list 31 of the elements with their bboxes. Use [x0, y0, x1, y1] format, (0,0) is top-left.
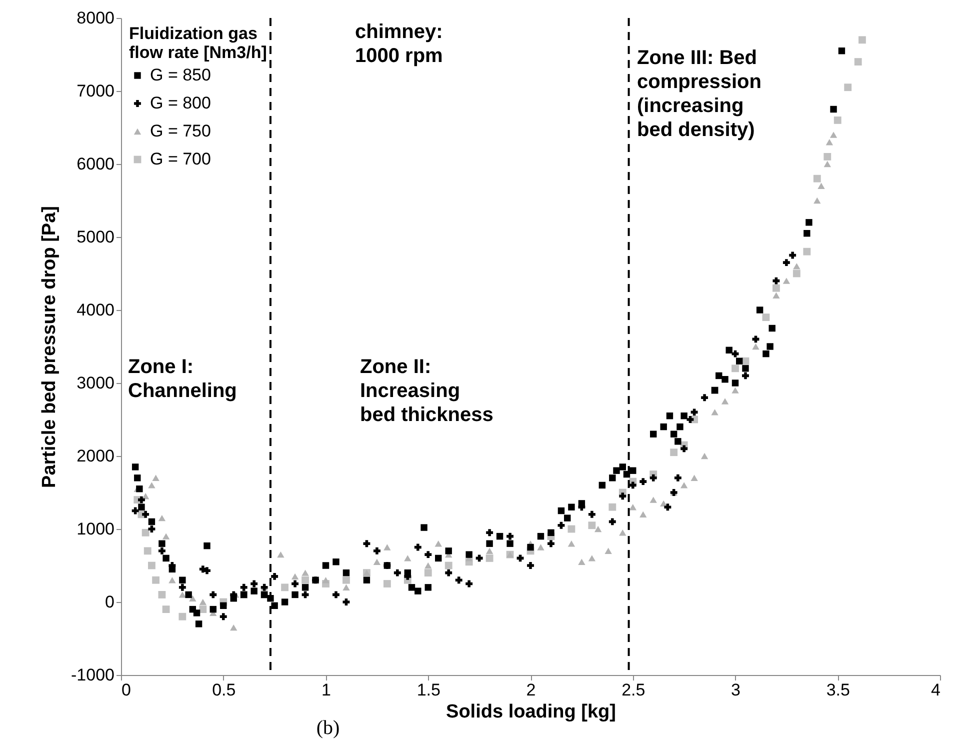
y-tick-label: 8000	[76, 8, 114, 28]
x-tick-label: 4	[931, 680, 940, 700]
x-tick-label: 0.5	[212, 680, 236, 700]
x-tick-label: 1	[322, 680, 331, 700]
y-tick-label: 3000	[76, 374, 114, 392]
y-axis-title: Particle bed pressure drop [Pa]	[39, 206, 60, 488]
x-tick-label: 0	[122, 680, 131, 700]
legend-label: G = 850	[150, 66, 211, 84]
y-tick-label: 2000	[76, 446, 114, 466]
x-tick-label: 2	[526, 680, 536, 700]
legend-label: G = 750	[150, 122, 211, 140]
legend-label: G = 800	[150, 94, 211, 112]
y-tick-label: 5000	[76, 228, 114, 246]
y-tick-label: 1000	[76, 520, 114, 538]
annotation: Zone II: Increasing bed thickness	[360, 356, 494, 426]
y-tick-label: 7000	[76, 82, 114, 100]
x-tick-label: 3	[731, 680, 740, 700]
legend-title: Fluidization gas flow rate [Nm3/h]	[129, 24, 267, 62]
text: (b)	[316, 717, 340, 739]
annotation: Zone III: Bed compression (increasing bed density)	[637, 47, 762, 141]
x-axis-title: Solids loading [kg]	[446, 702, 616, 722]
x-tick-label: 2.5	[622, 680, 646, 700]
x-tick-label: 3.5	[826, 680, 850, 700]
legend-label: G = 700	[150, 150, 211, 168]
y-tick-label: -1000	[71, 666, 114, 684]
y-tick-label: 0	[105, 592, 114, 612]
annotation: Zone I: Channeling	[128, 356, 237, 402]
annotation: chimney: 1000 rpm	[355, 21, 443, 67]
x-tick-label: 1.5	[416, 680, 440, 700]
y-tick-label: 4000	[76, 300, 114, 320]
y-tick-label: 6000	[76, 154, 114, 174]
